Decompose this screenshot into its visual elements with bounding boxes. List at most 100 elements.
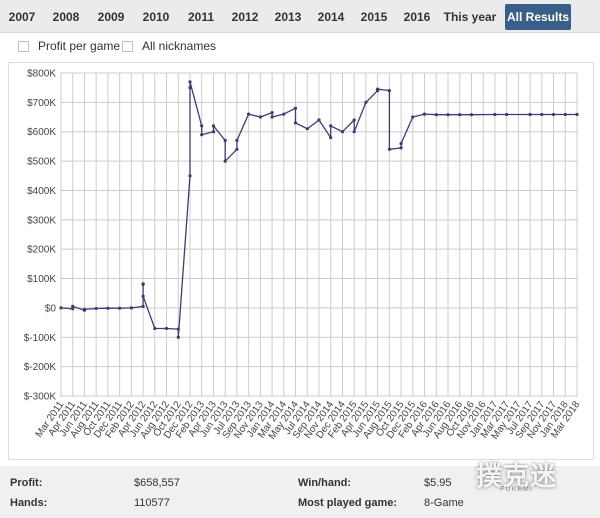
data-point [317, 118, 321, 122]
data-point [247, 112, 251, 116]
data-point [235, 138, 239, 143]
data-point [141, 282, 145, 286]
y-tick-label: $600K [27, 127, 56, 138]
tab-2010[interactable]: 2010 [142, 10, 170, 24]
data-point [141, 294, 145, 298]
data-point [223, 138, 227, 143]
data-point [422, 112, 427, 116]
tab-2007[interactable]: 2007 [8, 10, 36, 24]
watermark-logo-text: 撲克迷 [476, 462, 558, 492]
y-tick-label: $300K [27, 215, 56, 226]
data-point [141, 304, 145, 308]
data-point [164, 326, 169, 331]
data-point [59, 306, 63, 310]
data-point [387, 147, 391, 151]
y-tick-label: $700K [27, 98, 56, 109]
data-point [505, 112, 509, 117]
hands-label: Hands: [10, 497, 48, 509]
most-played-value: 8-Game [424, 497, 464, 509]
data-point [399, 141, 403, 146]
watermark-logo: 撲克迷 PUKEMI [468, 452, 596, 498]
tab-2009[interactable]: 2009 [97, 10, 125, 24]
data-point [387, 89, 391, 93]
data-point [352, 118, 356, 122]
data-point [129, 306, 133, 310]
y-tick-label: $0 [45, 303, 57, 314]
tab-2014[interactable]: 2014 [317, 10, 345, 24]
data-point [200, 133, 204, 137]
data-point [235, 147, 239, 151]
win-per-hand-value: $5.95 [424, 477, 452, 489]
profit-chart: $800K $700K $600K $500K $400K $300K $200K $100K… [8, 62, 594, 460]
data-point [411, 115, 415, 119]
y-tick-label: $-100K [24, 333, 57, 344]
chart-options: Profit per game All nicknames [0, 33, 600, 58]
y-tick-label: $-200K [24, 362, 57, 373]
data-point [469, 113, 474, 117]
all-nicknames-checkbox[interactable] [122, 40, 133, 52]
data-point [293, 121, 298, 125]
data-point [258, 115, 262, 119]
tab-this-year[interactable]: This year [443, 10, 497, 24]
data-point [270, 115, 274, 119]
data-point [200, 124, 204, 128]
data-point [352, 130, 356, 134]
data-point [399, 146, 403, 150]
data-point [282, 112, 286, 116]
data-point [106, 306, 110, 310]
profit-per-game-label: Profit per game [38, 39, 121, 53]
data-point [270, 111, 274, 115]
tab-2013[interactable]: 2013 [274, 10, 302, 24]
data-point [176, 335, 180, 339]
profit-line-chart: $800K $700K $600K $500K $400K $300K $200K $100K… [24, 69, 583, 442]
y-tick-label: $800K [27, 69, 56, 80]
profit-per-game-checkbox[interactable] [18, 40, 29, 52]
year-tab-bar: 2007 2008 2009 2010 2011 2012 2013 2014 … [0, 0, 600, 33]
data-point [71, 304, 75, 308]
data-point [329, 136, 333, 140]
y-tick-label: $-300K [24, 392, 57, 403]
tab-all-results[interactable]: All Results [505, 4, 571, 30]
y-tick-label: $200K [27, 245, 56, 256]
y-tick-label: $100K [27, 274, 56, 285]
all-nicknames-option[interactable]: All nicknames [122, 38, 216, 54]
win-per-hand-label: Win/hand: [298, 477, 352, 489]
data-point [563, 112, 567, 117]
data-point [376, 87, 380, 91]
tab-2012[interactable]: 2012 [231, 10, 259, 24]
profit-per-game-option[interactable]: Profit per game [18, 38, 120, 54]
data-point [446, 113, 450, 117]
data-point [153, 326, 157, 331]
y-tick-label: $400K [27, 186, 56, 197]
data-point [211, 130, 216, 134]
tab-2016[interactable]: 2016 [403, 10, 431, 24]
data-point [71, 307, 75, 311]
data-point [493, 112, 497, 117]
profit-value: $658,557 [134, 477, 180, 489]
data-point [188, 174, 192, 178]
hands-value: 110577 [134, 497, 170, 509]
data-point [305, 127, 309, 131]
data-point [364, 100, 368, 104]
data-point [94, 306, 98, 311]
data-point [528, 112, 532, 117]
data-point [188, 86, 192, 90]
data-point [118, 306, 122, 310]
data-point [293, 106, 298, 110]
data-point [82, 307, 87, 311]
tab-2015[interactable]: 2015 [360, 10, 388, 24]
all-nicknames-label: All nicknames [142, 39, 217, 53]
data-point [340, 130, 345, 134]
data-point [540, 112, 544, 117]
data-point [211, 124, 216, 128]
data-point [575, 112, 579, 117]
tab-2008[interactable]: 2008 [52, 10, 80, 24]
y-tick-label: $500K [27, 157, 56, 168]
data-point [458, 113, 462, 117]
data-point [188, 80, 192, 84]
profit-label: Profit: [10, 477, 43, 489]
data-point [434, 113, 438, 117]
tab-2011[interactable]: 2011 [187, 10, 215, 24]
data-point [551, 112, 556, 117]
most-played-label: Most played game: [298, 497, 398, 509]
